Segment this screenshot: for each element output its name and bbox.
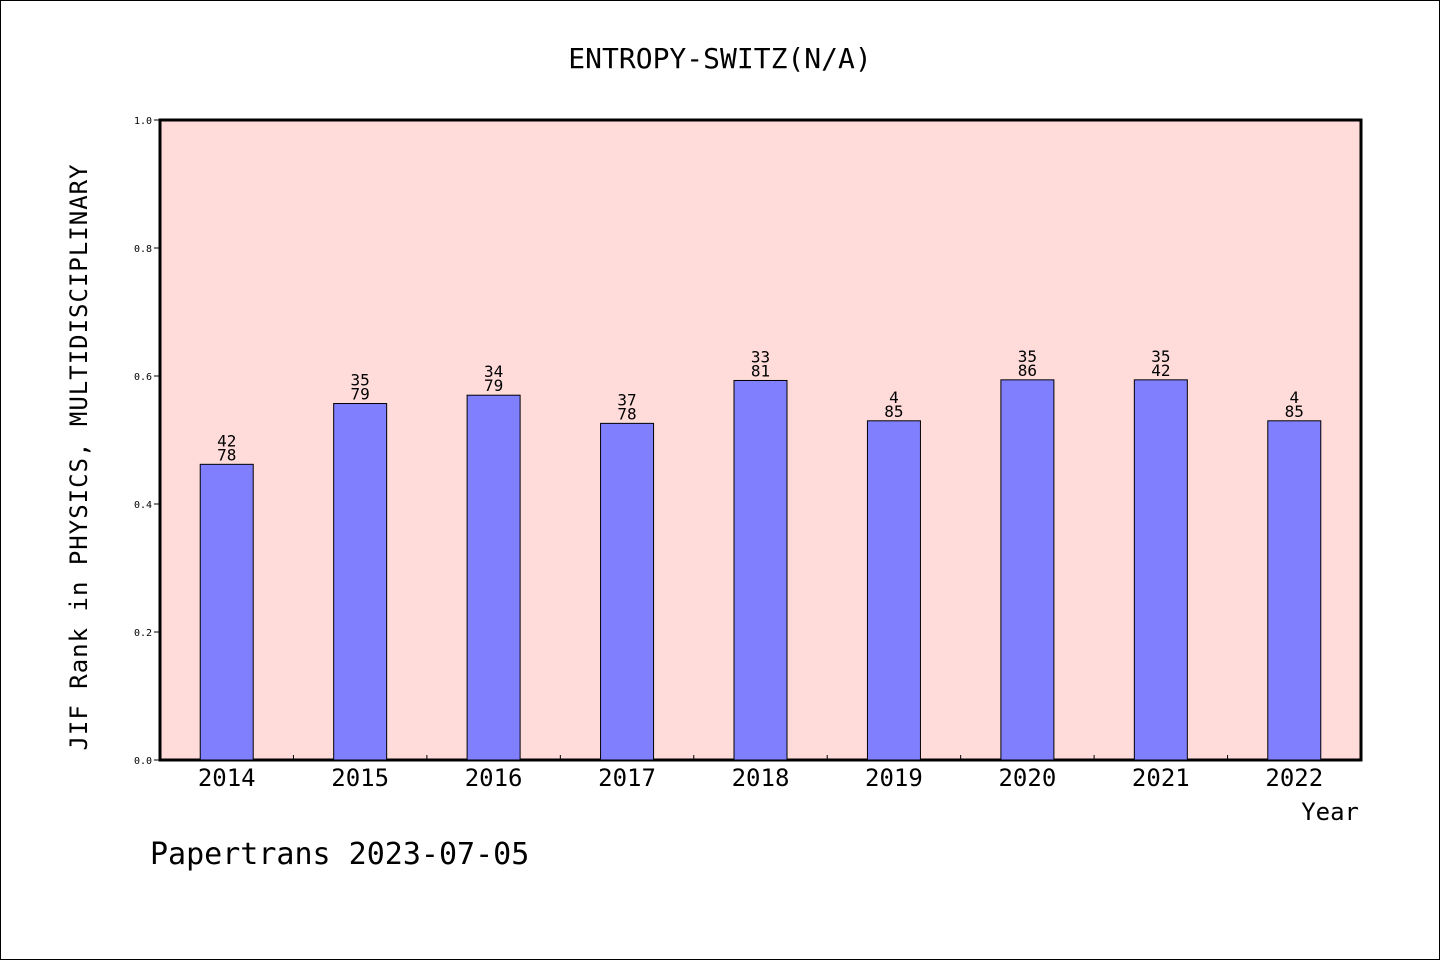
bar-label-total: 86 [1018,361,1037,380]
bar-label-total: 42 [1151,361,1170,380]
bar-label-rank: 33 [751,347,770,366]
x-tick-label: 2014 [198,764,256,792]
bar-label-rank: 35 [1018,347,1037,366]
bar-label-total: 79 [351,385,370,404]
bar [199,463,254,761]
bar [1133,379,1188,761]
bar-label-total: 85 [884,402,903,421]
bar-label-total: 81 [751,361,770,380]
bar-label-rank: 42 [217,431,236,450]
y-axis: 0.0 0.2 0.4 0.6 0.8 1.0 [134,116,160,767]
y-tick-label: 0.6 [134,372,152,383]
bar [466,394,521,761]
x-axis-label: Year [1301,798,1359,826]
y-tick-label: 0.2 [134,628,152,639]
bar [1000,379,1055,761]
x-tick-label: 2021 [1132,764,1190,792]
bar [333,403,388,761]
bar-label-total: 85 [1285,402,1304,421]
bar-label-rank: 35 [351,371,370,390]
x-tick-label: 2015 [331,764,389,792]
y-tick-label: 1.0 [134,116,152,127]
bar [600,422,655,761]
x-tick-label: 2016 [465,764,523,792]
footer-credit: Papertrans 2023-07-05 [150,837,529,872]
y-axis-label: JIF Rank in PHYSICS, MULTIDISCIPLINARY [65,163,93,750]
bar-label-total: 79 [484,376,503,395]
bar-label-rank: 4 [889,388,899,407]
bar-label-rank: 34 [484,362,503,381]
bar [866,420,921,761]
y-tick-label: 0.0 [134,756,152,767]
x-tick-label: 2018 [732,764,790,792]
bar-label-total: 78 [617,404,636,423]
bar [1267,420,1322,761]
bar-label-rank: 4 [1289,388,1299,407]
x-tick-label: 2017 [598,764,656,792]
x-axis: 2014 2015 2016 2017 2018 2019 2020 2021 2022 [198,755,1323,792]
bar-label-rank: 37 [617,390,636,409]
bar [733,379,788,761]
bar-label-total: 78 [217,445,236,464]
x-tick-label: 2019 [865,764,923,792]
x-tick-label: 2020 [998,764,1056,792]
chart-title: ENTROPY-SWITZ(N/A) [568,42,871,75]
y-tick-label: 0.4 [134,500,152,511]
y-tick-label: 0.8 [134,244,152,255]
x-tick-label: 2022 [1265,764,1323,792]
bar-label-rank: 35 [1151,347,1170,366]
